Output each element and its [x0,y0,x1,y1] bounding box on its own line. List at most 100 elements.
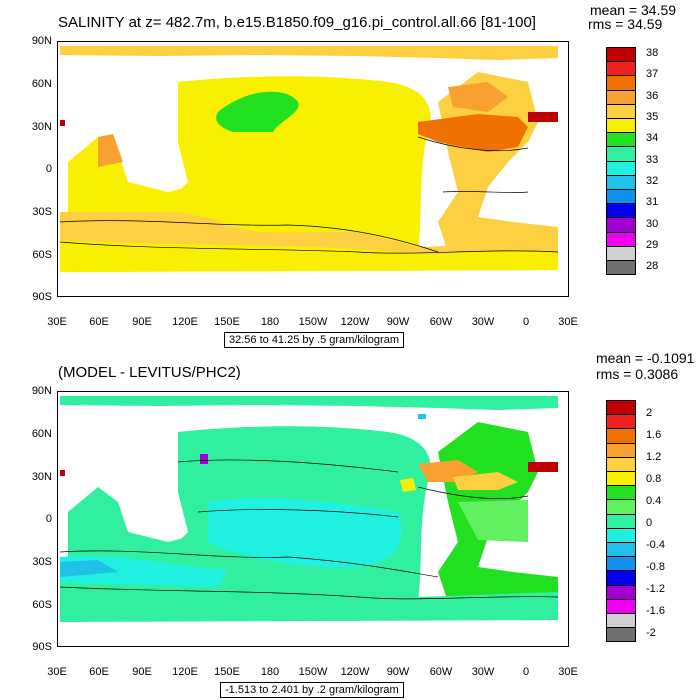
colorbar-swatch [606,485,636,501]
lat-label: 60S [32,249,52,261]
lat-label: 90S [32,641,52,653]
lat-label: 30S [32,556,52,568]
colorbar-label: 34 [646,132,659,145]
colorbar-swatch [606,245,636,261]
colorbar-swatch [606,428,636,444]
atl-yellow2 [400,478,416,492]
lat-label: 0 [45,163,52,175]
lon-label: 30E [558,666,578,678]
colorbar-swatch [606,146,636,162]
arabian-orange [98,134,123,167]
lat-label: 90N [31,35,52,47]
colorbar-swatch [606,627,636,643]
colorbar-label: 33 [646,153,659,166]
colorbar-swatch [606,118,636,134]
colorbar-swatch [606,103,636,119]
lat-label: 0 [45,513,52,525]
med-red [528,112,558,122]
lat-label: 90N [31,385,52,397]
colorbar-label: 35 [646,111,659,123]
panel-title: SALINITY at z= 482.7m, b.e15.B1850.f09_g… [58,14,536,31]
colorbar-label: -0.8 [646,561,665,574]
lon-label: 60W [429,666,453,678]
rms-stat: rms = 34.59 [588,16,663,32]
colorbar-swatch [606,499,636,515]
lon-label: 120W [340,316,370,328]
colorbar-swatch [606,613,636,629]
colorbar-label: 2 [646,407,653,420]
lon-label: 150E [214,316,240,328]
colorbar-swatch [606,542,636,558]
ocean-arctic [60,396,558,410]
lon-label: 30E [558,316,578,328]
lon-label: 60E [89,316,109,328]
lon-label: 120E [172,666,198,678]
atl-orange-north [448,82,508,112]
colorbar-label: 1.6 [646,429,662,442]
contour-range-label: 32.56 to 41.25 by .5 gram/kilogram [224,332,404,348]
lon-label: 120W [340,666,370,678]
colorbar-label: -2 [646,627,656,640]
colorbar-swatch [606,160,636,176]
npac-green [216,91,299,132]
lon-label: 90W [386,666,410,678]
colorbar-label: 0.4 [646,495,662,508]
colorbar-label: -1.6 [646,605,665,618]
lat-label: 90S [32,291,52,303]
colorbar-swatch [606,570,636,586]
atl-yellow [453,472,518,490]
lon-label: 150W [298,316,328,328]
colorbar-swatch [606,217,636,233]
lon-label: 60W [429,316,453,328]
colorbar-label: 1.2 [646,451,662,464]
lon-label: 60E [89,666,109,678]
atl-orange [418,114,528,152]
colorbar-swatch [606,598,636,614]
blue-indian [60,560,118,577]
lon-label: 30W [471,666,495,678]
colorbar-swatch [606,47,636,63]
lat-label: 30N [31,471,52,483]
colorbar-swatch [606,400,636,416]
teal-pacific [208,497,402,568]
mean-stat: mean = 34.59 [590,2,677,18]
lon-label: 90E [132,316,152,328]
colorbar-swatch [606,414,636,430]
mean-stat: mean = -0.1091 [596,350,695,366]
colorbar-swatch [606,189,636,205]
lon-label: 30E [47,316,67,328]
lon-label: 90E [132,666,152,678]
lon-label: 90W [386,316,410,328]
lon-label: 150E [214,666,240,678]
atl-lightgreen [458,500,528,542]
colorbar-swatch [606,584,636,600]
redsea-red [60,470,65,476]
colorbar-label: 0.8 [646,473,662,486]
colorbar-label: 36 [646,89,659,102]
difference-map [57,391,569,647]
med-red [528,462,558,472]
colorbar-label: 37 [646,68,659,81]
lat-label: 60N [31,428,52,440]
colorbar-label: 28 [646,260,659,273]
lat-label: 60N [31,78,52,90]
lon-label: 150W [298,666,328,678]
lon-label: 0 [522,316,530,328]
colorbar-label: -1.2 [646,583,665,596]
colorbar-swatch [606,556,636,572]
contour-range-label: -1.513 to 2.401 by .2 gram/kilogram [220,682,404,698]
difference-panel: (MODEL - LEVITUS/PHC2) mean = -0.1091 rm… [0,350,700,700]
colorbar-swatch [606,513,636,529]
ocean-arctic [60,46,558,60]
panel-title: (MODEL - LEVITUS/PHC2) [58,364,241,381]
redsea-red [60,120,65,126]
lon-label: 120E [172,316,198,328]
colorbar-label: 32 [646,174,659,187]
lat-label: 30N [31,121,52,133]
rms-stat: rms = 0.3086 [596,366,679,382]
lon-label: 180 [260,666,280,678]
lat-label: 30S [32,206,52,218]
colorbar-swatch [606,75,636,91]
colorbar-label: -0.4 [646,539,665,552]
colorbar-label: 31 [646,196,659,209]
